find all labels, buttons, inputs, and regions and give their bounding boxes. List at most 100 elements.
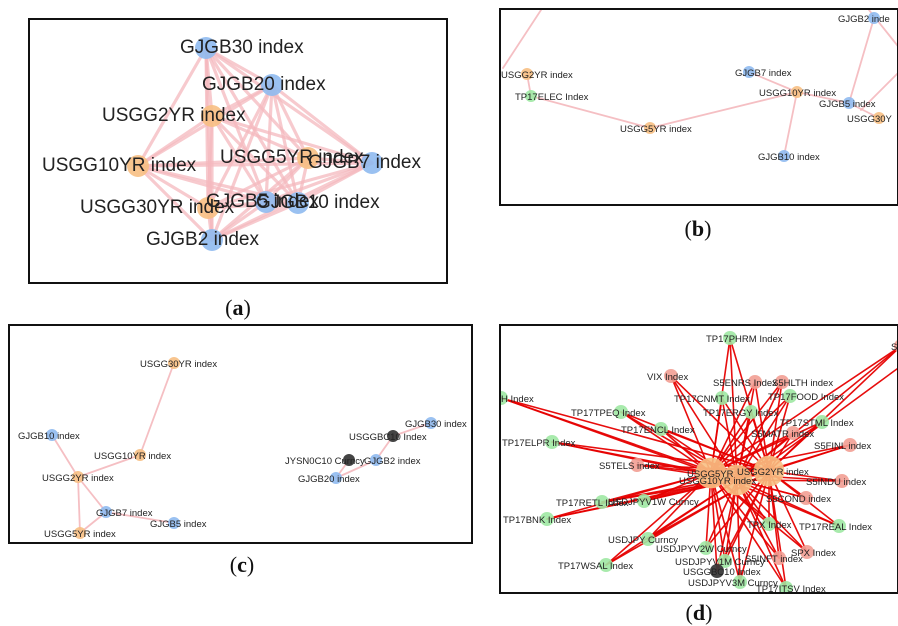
node-jysn0c10 <box>343 454 355 466</box>
node-gjgb10 <box>46 429 58 441</box>
node-tp17ergy <box>744 405 758 419</box>
node-usggbc10 <box>710 564 724 578</box>
node-label-usgg5yr: USGG5YR <box>687 469 734 480</box>
node-usgg2yr <box>72 471 84 483</box>
edge-GJGB30-USGGBC10 <box>392 422 432 437</box>
node-label-tp17food: TP17FOOD Index <box>768 392 844 403</box>
node-label-tpx: TPX Index <box>747 520 792 531</box>
caption-a: (a) <box>225 295 251 320</box>
node-usgg5yr <box>695 457 727 489</box>
node-s5tels <box>630 458 644 472</box>
node-label-usgg2yr: USGG2YR index <box>737 467 809 478</box>
node-s5finl <box>843 438 857 452</box>
node-usgg2yr <box>521 68 533 80</box>
node-s5cond <box>799 491 813 505</box>
node-usgg5yr <box>297 147 319 169</box>
panel-a-svg: GJGB30 index GJGB20 index USGG2YR index USG… <box>42 37 421 251</box>
node-label-usgg30yr: USGG30Y <box>847 114 893 125</box>
node-label-vix: VIX Index <box>647 372 688 383</box>
node-label-usdjpyv3m: USDJPYV3M Curncy <box>688 578 778 589</box>
edge-USGG5YR-USGGBC10 <box>710 472 718 572</box>
panel-d-nodes <box>501 331 897 592</box>
node-tp17elec <box>525 90 537 102</box>
panel-d-svg: TP17PHRM Index S VIX Index S5ENRS IndexS5HL… <box>501 331 897 592</box>
node-vix <box>664 369 678 383</box>
edge-USGG5YR-VIX <box>670 375 712 474</box>
edge-USGG2YR-GJGB10 <box>51 434 79 478</box>
node-usgg10yr <box>791 86 803 98</box>
node-label-usgg2yr: USGG2YR index <box>102 105 246 126</box>
node-label-s5enrs: S5ENRS Index <box>713 378 777 389</box>
node-label-usdjpy: USDJPY Curncy <box>608 535 678 546</box>
node-label-usgg5yr: USGG5YR index <box>44 529 116 540</box>
node-label-usggbc10: USGGBC10 Index <box>683 567 761 578</box>
panel-d-labels: TP17PHRM Index S VIX Index S5ENRS IndexS5HL… <box>501 334 897 592</box>
panel-c-edges <box>51 362 432 534</box>
node-label-gjgb5: GJGB5 index <box>819 99 876 110</box>
node-label-tp17cnmt: TP17CNMT Index <box>674 394 750 405</box>
node-gjgb2 <box>868 12 880 24</box>
node-s5matr <box>786 426 800 440</box>
node-label-usgg10yr: USGG10YR index <box>94 451 171 462</box>
node-usdjpyv3m <box>733 575 747 589</box>
node-s5indu <box>835 474 849 488</box>
node-label-tp17bnk: TP17BNK Index <box>503 515 571 526</box>
node-label-s5matr: S5MATR index <box>751 429 814 440</box>
node-label-tp17tpeq: TP17TPEQ Index <box>571 408 646 419</box>
node-label-jysn0c10: JYSN0C10 Curncy <box>285 456 365 467</box>
node-gjgb30 <box>425 417 437 429</box>
node-label-s5tels: S5TELS index <box>599 461 660 472</box>
edge-GJGB2-GJGB5 <box>848 17 875 104</box>
node-usggbc10 <box>387 430 399 442</box>
edge-USGG2YR-TP17ITSV <box>768 470 787 589</box>
node-tp17stml <box>815 415 829 429</box>
node-label-gjgb5: GJGB5 index <box>150 519 207 530</box>
edge-USGG2YR-TP17ENCL <box>660 428 770 472</box>
edge-USGG10YR-TP17ITSV <box>736 479 787 589</box>
node-label-usgg30yr: USGG30YR index <box>140 359 217 370</box>
edge-USGG2YR-GJGB7 <box>210 114 374 165</box>
node-label-gjgb2: GJGB2 index <box>364 456 421 467</box>
edge-USGG10YR-TP17WSAL <box>605 479 738 566</box>
caption-d-letter: d <box>692 600 706 625</box>
panel-b-nodes <box>521 12 885 162</box>
node-label-gjgb2: GJGB2 inde <box>838 14 890 25</box>
node-usgg2yr <box>201 105 223 127</box>
node-usgg5yr <box>74 527 86 539</box>
panel-c-network: USGG30YR index GJGB30 index USGGBC10 Index… <box>8 324 473 544</box>
node-label-h: H Index <box>501 394 534 405</box>
panel-b-labels: GJGB2 inde USGG2YR index GJGB7 index TP17EL… <box>501 14 893 163</box>
node-label-s5indu: S5INDU index <box>806 477 866 488</box>
edge-USGG10YR-GJGB2 <box>136 164 214 242</box>
edge-USGG5YR-USGG10YR <box>649 91 798 129</box>
node-gjgb2 <box>370 454 382 466</box>
edge-GJGB20-USGG5YR <box>270 83 310 160</box>
node-s5enrs <box>748 375 762 389</box>
node-label-gjgb7: GJGB7 index <box>308 152 421 173</box>
node-label-s5hlth: S5HLTH index <box>772 378 833 389</box>
node-s5 <box>894 340 897 352</box>
edge-USGG10YR-SPX <box>736 479 808 553</box>
node-usgg10yr <box>127 155 149 177</box>
panel-a-edges <box>136 46 374 242</box>
node-label-s5: S <box>891 342 897 353</box>
edge-USGG2YR-GJGB5 <box>210 114 268 204</box>
edge-USGG2YR-USGG5YR <box>77 476 81 534</box>
edge-USGG10YR-GJGB7 <box>136 161 374 168</box>
node-label-usgg2yr: USGG2YR index <box>501 70 573 81</box>
node-tp17retl <box>595 495 609 509</box>
node-label-tp17elpr: TP17ELPR Index <box>502 438 576 449</box>
node-usdjpyv2w <box>699 541 713 555</box>
node-tp17food <box>783 389 797 403</box>
node-label-usgg10yr: USGG10YR index <box>679 476 756 487</box>
node-label-usgg10yr: USGG10YR index <box>759 88 836 99</box>
panel-b-network: GJGB2 inde USGG2YR index GJGB7 index TP17EL… <box>499 8 898 206</box>
node-tp17itsv <box>779 581 793 592</box>
node-gjgb2 <box>201 229 223 251</box>
panel-c-labels: USGG30YR index GJGB30 index USGGBC10 Index… <box>18 359 467 540</box>
edge-TP17ELEC-USGG5YR <box>530 95 651 129</box>
node-gjgb20 <box>261 74 283 96</box>
edge-GJGB7-GJGB5 <box>105 511 175 524</box>
node-label-tp17phrm: TP17PHRM Index <box>706 334 783 345</box>
node-label-gjgb10: GJGB10 index <box>18 431 80 442</box>
